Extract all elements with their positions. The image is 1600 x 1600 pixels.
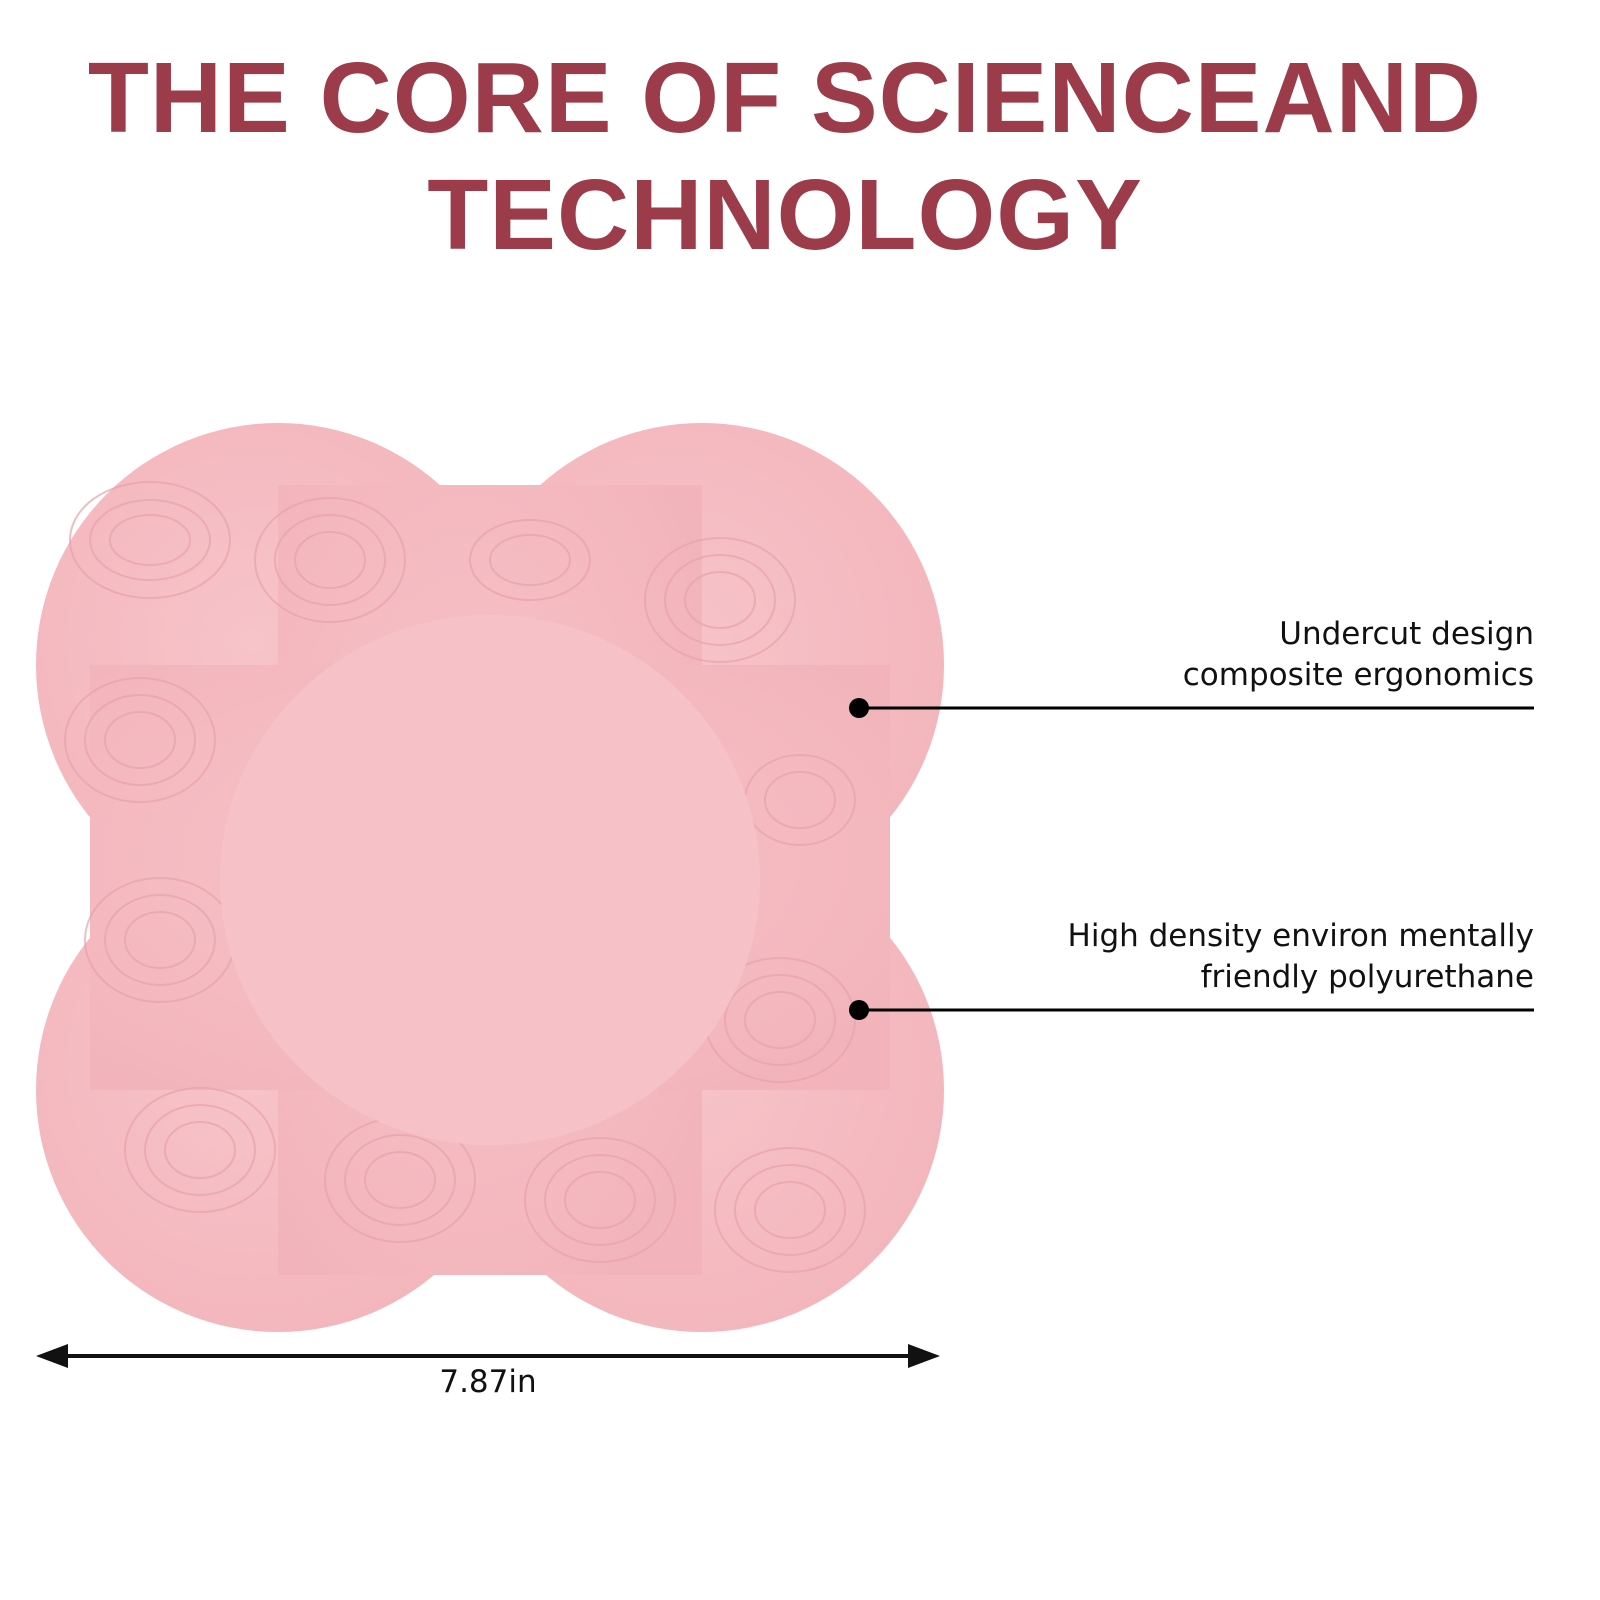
callout-polyurethane: High density environ mentally friendly p…	[1068, 916, 1534, 998]
dimension-label: 7.87in	[439, 1364, 537, 1400]
callout-line-2	[849, 1000, 1534, 1020]
callout-1-line-2: composite ergonomics	[1182, 657, 1534, 693]
pad-center-cushion	[220, 615, 760, 1145]
callout-1-line-1: Undercut design	[1279, 616, 1534, 652]
callout-2-line-2: friendly polyurethane	[1200, 959, 1534, 995]
dimension-arrow	[36, 1344, 940, 1368]
callout-line-1	[849, 698, 1534, 718]
callout-undercut-design: Undercut design composite ergonomics	[1183, 614, 1534, 696]
title-line-2: TECHNOLOGY	[427, 159, 1143, 271]
title-line-1: THE CORE OF SCIENCEAND	[87, 42, 1483, 154]
callout-2-line-1: High density environ mentally	[1067, 918, 1534, 954]
